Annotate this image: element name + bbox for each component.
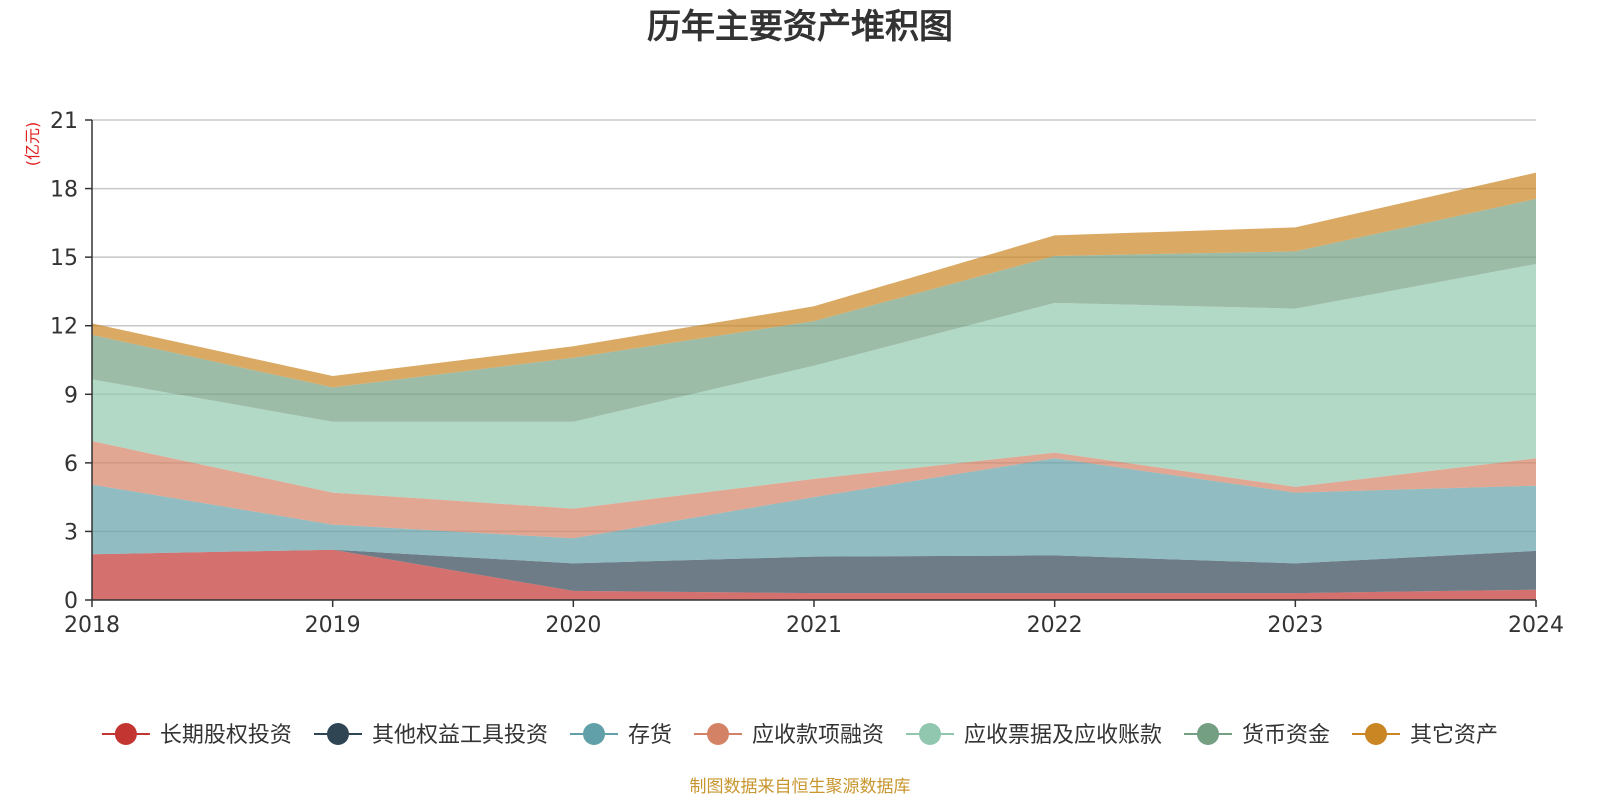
- legend-circle-marker: [114, 723, 137, 745]
- x-tick-label: 2020: [545, 613, 601, 638]
- y-tick-label: 9: [64, 383, 78, 408]
- x-tick-label: 2021: [786, 613, 842, 638]
- y-tick-label: 18: [50, 178, 78, 203]
- y-tick-label: 21: [50, 109, 78, 134]
- legend-label: 其它资产: [1410, 723, 1498, 748]
- x-tick-label: 2018: [64, 613, 120, 638]
- legend-label: 长期股权投资: [160, 723, 292, 748]
- legend-item[interactable]: 应收款项融资: [694, 723, 884, 748]
- axes: 0 3 6 9 12 15 18 21 2018 2019 2020 2021 2022 2023 2024: [50, 109, 1564, 638]
- area-series-3: [92, 441, 1536, 539]
- legend-label: 应收款项融资: [752, 723, 884, 748]
- legend-item[interactable]: 其他权益工具投资: [314, 723, 548, 748]
- data-source-note: 制图数据来自恒生聚源数据库: [690, 777, 911, 797]
- legend-circle-marker: [1365, 723, 1387, 745]
- legend-circle-marker: [327, 723, 349, 745]
- legend-circle-marker: [919, 723, 941, 745]
- area-series-2: [92, 458, 1536, 564]
- legend-item[interactable]: 应收票据及应收账款: [906, 723, 1162, 748]
- legend-item[interactable]: 货币资金: [1184, 723, 1330, 748]
- x-tick-label: 2022: [1027, 613, 1083, 638]
- y-tick-label: 15: [50, 246, 78, 271]
- y-axis-unit-label: (亿元): [23, 122, 42, 167]
- legend-label: 货币资金: [1242, 723, 1330, 748]
- legend-circle-marker: [707, 723, 729, 745]
- legend-item[interactable]: 长期股权投资: [101, 723, 292, 748]
- y-tick-label: 12: [50, 315, 78, 340]
- area-series-5: [92, 198, 1536, 422]
- legend-item[interactable]: 存货: [570, 723, 672, 748]
- x-tick-label: 2024: [1508, 613, 1564, 638]
- x-tick-label: 2023: [1267, 613, 1323, 638]
- x-tick-label: 2019: [305, 613, 361, 638]
- y-tick-label: 0: [64, 589, 78, 614]
- y-tick-label: 6: [64, 452, 78, 477]
- area-series-0: [92, 549, 1536, 600]
- area-series-4: [92, 264, 1536, 509]
- chart-title: 历年主要资产堆积图: [647, 7, 953, 47]
- legend-item[interactable]: 其它资产: [1352, 723, 1498, 748]
- legend-circle-marker: [1197, 723, 1219, 745]
- legend[interactable]: 长期股权投资 其他权益工具投资 存货 应收款项融资 应收票据及应收账款 货币资金 其它资产: [101, 723, 1498, 748]
- area-series-6: [92, 172, 1536, 388]
- area-series-1: [92, 549, 1536, 594]
- legend-label: 存货: [628, 723, 672, 748]
- legend-circle-marker: [583, 723, 605, 745]
- legend-label: 其他权益工具投资: [372, 723, 548, 748]
- y-tick-label: 3: [64, 520, 78, 545]
- legend-label: 应收票据及应收账款: [964, 723, 1162, 748]
- area-series-group: [92, 172, 1536, 600]
